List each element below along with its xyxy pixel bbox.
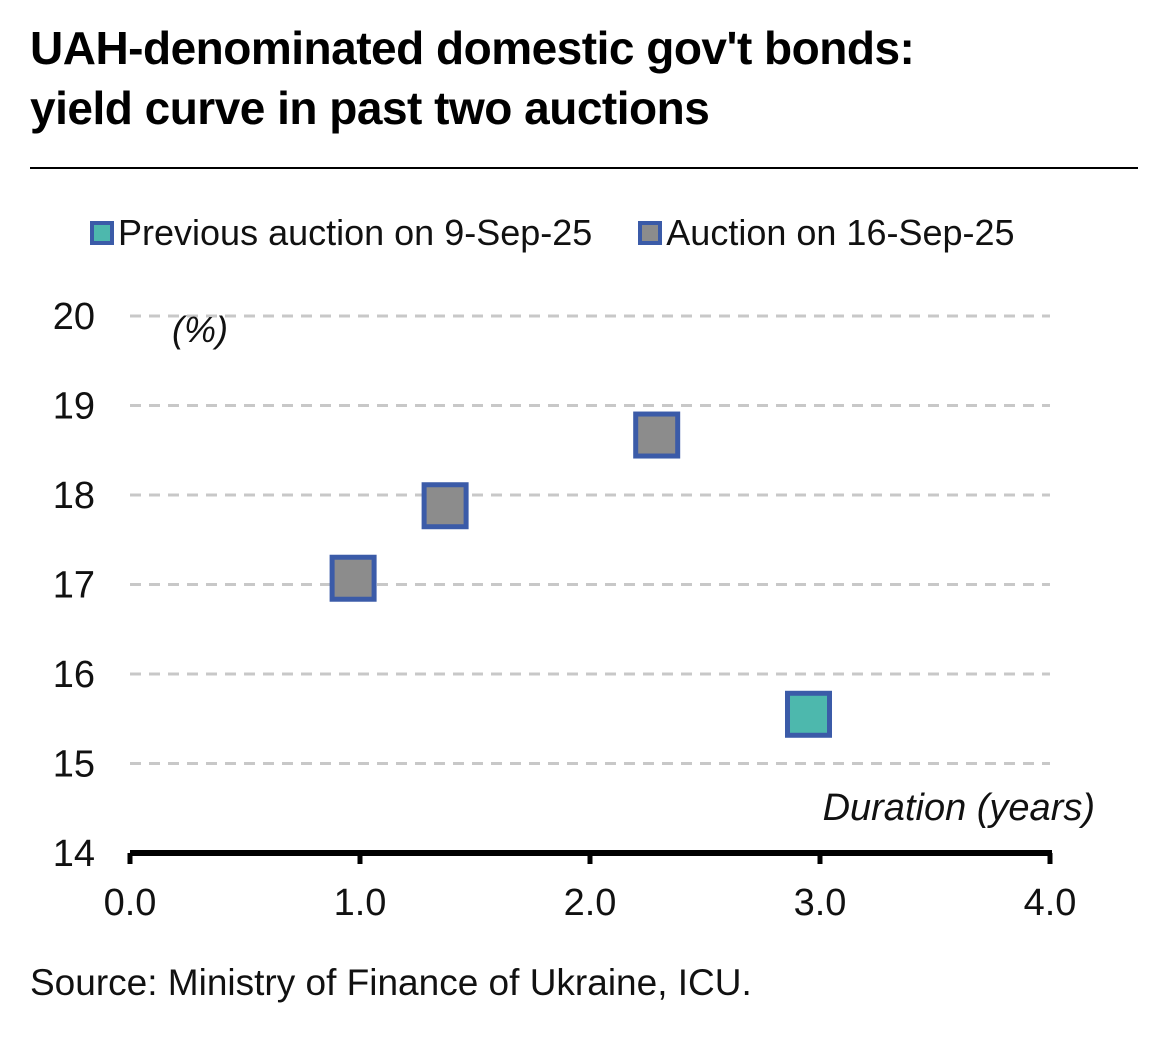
- x-axis-label: Duration (years): [823, 787, 1095, 829]
- y-tick-label: 19: [53, 386, 95, 428]
- y-tick-label: 20: [53, 296, 95, 338]
- legend-item-current-auction: Auction on 16-Sep-25: [638, 212, 1015, 254]
- data-point-current-auction: [421, 482, 469, 530]
- y-tick-label: 14: [53, 833, 95, 875]
- legend-label-current-auction: Auction on 16-Sep-25: [666, 212, 1015, 253]
- data-point-previous-auction: [785, 690, 832, 738]
- legend-item-previous-auction: Previous auction on 9-Sep-25: [90, 212, 592, 254]
- data-point-current-auction: [329, 554, 377, 602]
- y-tick-label: 15: [53, 744, 95, 786]
- x-tick-label: 0.0: [104, 882, 157, 924]
- chart-title-line-1: UAH-denominated domestic gov't bonds:: [30, 22, 915, 74]
- x-tick-label: 4.0: [1024, 882, 1077, 924]
- x-tick-label: 1.0: [334, 882, 387, 924]
- y-tick-label: 18: [53, 475, 95, 517]
- legend-swatch-previous-auction: [90, 221, 114, 245]
- x-tick-label: 2.0: [564, 882, 617, 924]
- source-note: Source: Ministry of Finance of Ukraine, …: [30, 962, 752, 1003]
- y-tick-label: 17: [53, 565, 95, 607]
- chart-title: UAH-denominated domestic gov't bonds: yi…: [30, 18, 1130, 138]
- chart-title-line-2: yield curve in past two auctions: [30, 82, 710, 134]
- y-tick-label: 16: [53, 654, 95, 696]
- y-unit-label: (%): [172, 309, 228, 350]
- data-point-current-auction: [633, 411, 681, 459]
- legend-swatch-current-auction: [638, 221, 663, 245]
- title-divider: [30, 167, 1138, 169]
- chart-legend: Previous auction on 9-Sep-25 Auction on …: [90, 208, 1061, 258]
- x-tick-label: 3.0: [794, 882, 847, 924]
- legend-label-previous-auction: Previous auction on 9-Sep-25: [118, 212, 593, 253]
